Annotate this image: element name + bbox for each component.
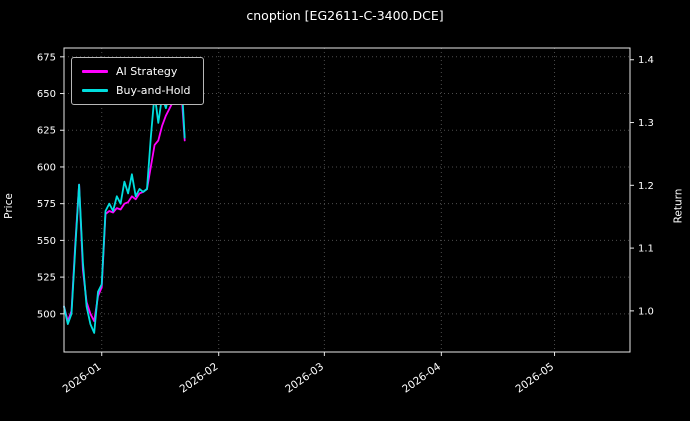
legend-item-ai-strategy: AI Strategy bbox=[82, 65, 191, 78]
left-tick-label: 625 bbox=[37, 126, 56, 137]
plot-border bbox=[63, 47, 631, 353]
left-tick-label: 575 bbox=[37, 199, 56, 210]
right-tick-label: 1.2 bbox=[638, 181, 654, 192]
left-tick-label: 600 bbox=[37, 162, 56, 173]
x-tick-label: 2026-05 bbox=[513, 361, 556, 396]
legend-label-buy-and-hold: Buy-and-Hold bbox=[116, 84, 191, 97]
x-tick-label: 2026-01 bbox=[61, 361, 104, 396]
legend-item-buy-and-hold: Buy-and-Hold bbox=[82, 84, 191, 97]
x-tick-label: 2026-02 bbox=[178, 361, 221, 396]
left-tick-label: 500 bbox=[37, 309, 56, 320]
series-line-buy-and-hold bbox=[63, 70, 186, 334]
left-tick-label: 525 bbox=[37, 273, 56, 284]
left-tick-label: 650 bbox=[37, 89, 56, 100]
buy-and-hold-line-swatch bbox=[82, 89, 108, 92]
chart-title: cnoption [EG2611-C-3400.DCE] bbox=[246, 8, 444, 23]
x-tick-label: 2026-03 bbox=[283, 361, 326, 396]
right-tick-label: 1.4 bbox=[638, 55, 654, 66]
x-tick-label: 2026-04 bbox=[400, 360, 443, 395]
left-tick-label: 550 bbox=[37, 236, 56, 247]
left-tick-label: 675 bbox=[37, 52, 56, 63]
right-tick-label: 1.1 bbox=[638, 244, 654, 255]
right-tick-label: 1.3 bbox=[638, 118, 654, 129]
legend-label-ai-strategy: AI Strategy bbox=[116, 65, 178, 78]
series-line-ai-strategy bbox=[63, 85, 186, 323]
ai-strategy-line-swatch bbox=[82, 70, 108, 73]
right-tick-label: 1.0 bbox=[638, 306, 654, 317]
legend: AI Strategy Buy-and-Hold bbox=[71, 57, 204, 105]
